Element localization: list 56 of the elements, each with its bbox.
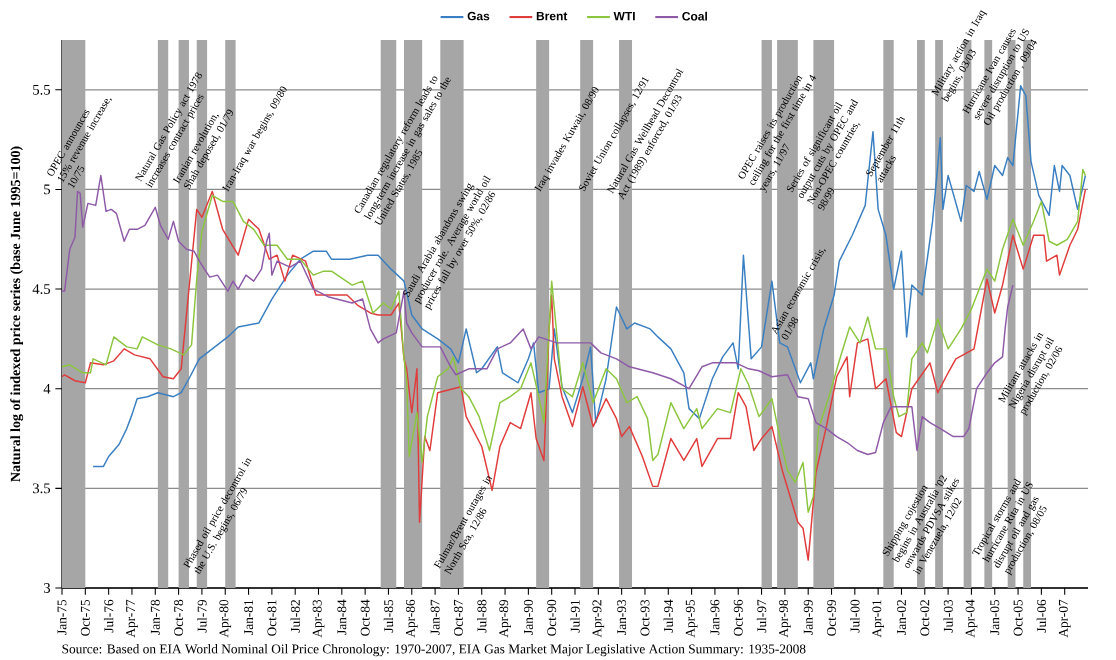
x-tick-label: Oct-75 bbox=[80, 599, 90, 636]
x-tick-label: Jul-03 bbox=[943, 599, 953, 633]
x-tick-label: Apr-77 bbox=[126, 599, 138, 638]
x-tick-label: Oct-84 bbox=[360, 599, 370, 636]
legend-label: Brent bbox=[536, 11, 568, 21]
x-tick-label: Apr-07 bbox=[1058, 599, 1071, 638]
x-tick-label: Jan-02 bbox=[896, 600, 906, 635]
x-tick-label: Oct-05 bbox=[1013, 599, 1023, 636]
x-tick-label: Jul-82 bbox=[290, 600, 300, 633]
x-tick-label: Jan-84 bbox=[337, 599, 347, 635]
x-tick-label: Jan-90 bbox=[523, 599, 533, 635]
x-tick-label: Oct-81 bbox=[267, 600, 277, 636]
x-tick-label: Oct-93 bbox=[640, 599, 650, 636]
x-tick-label: Jul-91 bbox=[570, 600, 580, 633]
y-tick-label: 3 bbox=[44, 583, 51, 593]
x-tick-label: Jul-06 bbox=[1036, 599, 1047, 633]
x-tick-label: Apr-98 bbox=[779, 599, 791, 638]
legend-label: Coal bbox=[682, 11, 707, 21]
x-tick-label: Oct-87 bbox=[453, 599, 463, 636]
source-note: Source: Based on EIA World Nominal Oil Price Chronology: 1970-2007, EIA Gas Market Major Legislative Action Summary: 1935-2008 bbox=[62, 644, 806, 657]
x-tick-label: Jan-93 bbox=[617, 599, 627, 635]
x-tick-label: Apr-89 bbox=[499, 599, 511, 638]
x-tick-label: Jul-85 bbox=[383, 599, 394, 633]
x-tick-label: Apr-83 bbox=[312, 599, 325, 638]
x-tick-label: Jul-76 bbox=[103, 599, 114, 633]
x-tick-label: Oct-78 bbox=[174, 599, 184, 636]
x-tick-label: Apr-95 bbox=[685, 599, 698, 638]
x-tick-label: Jan-87 bbox=[430, 599, 440, 635]
legend-label: WTI bbox=[613, 11, 635, 21]
x-tick-label: Apr-01 bbox=[872, 600, 885, 638]
y-axis-title: Natural log of indexed price series (base June 1995=100) bbox=[10, 146, 24, 482]
x-tick-label: Jan-99 bbox=[803, 599, 813, 635]
x-tick-label: Oct-96 bbox=[733, 599, 743, 636]
y-tick-label: 5 bbox=[44, 184, 51, 195]
x-tick-label: Apr-04 bbox=[965, 599, 978, 638]
x-tick-label: Oct-99 bbox=[827, 599, 836, 636]
x-tick-label: Jul-79 bbox=[197, 599, 207, 633]
x-tick-label: Apr-92 bbox=[592, 600, 605, 638]
x-tick-label: Jan-05 bbox=[990, 599, 1000, 635]
y-tick-label: 4.5 bbox=[32, 284, 51, 295]
x-tick-label: Jul-88 bbox=[477, 599, 487, 633]
y-tick-label: 4 bbox=[43, 383, 51, 394]
x-tick-label: Apr-86 bbox=[405, 599, 418, 638]
x-tick-label: Apr-80 bbox=[219, 599, 232, 638]
y-tick-label: 5.5 bbox=[33, 84, 51, 95]
x-tick-label: Jan-96 bbox=[710, 599, 720, 635]
x-tick-label: Jan-81 bbox=[244, 600, 254, 635]
x-tick-label: Jan-78 bbox=[150, 599, 160, 635]
legend-label: Gas bbox=[467, 11, 490, 21]
x-tick-label: Jul-00 bbox=[850, 599, 860, 633]
y-tick-label: 3.5 bbox=[33, 483, 51, 494]
x-tick-label: Jul-94 bbox=[663, 599, 673, 633]
x-tick-label: Oct-90 bbox=[547, 599, 557, 636]
x-tick-label: Jul-97 bbox=[756, 599, 767, 633]
x-tick-label: Oct-02 bbox=[920, 600, 930, 636]
x-tick-label: Jan-75 bbox=[57, 599, 67, 635]
